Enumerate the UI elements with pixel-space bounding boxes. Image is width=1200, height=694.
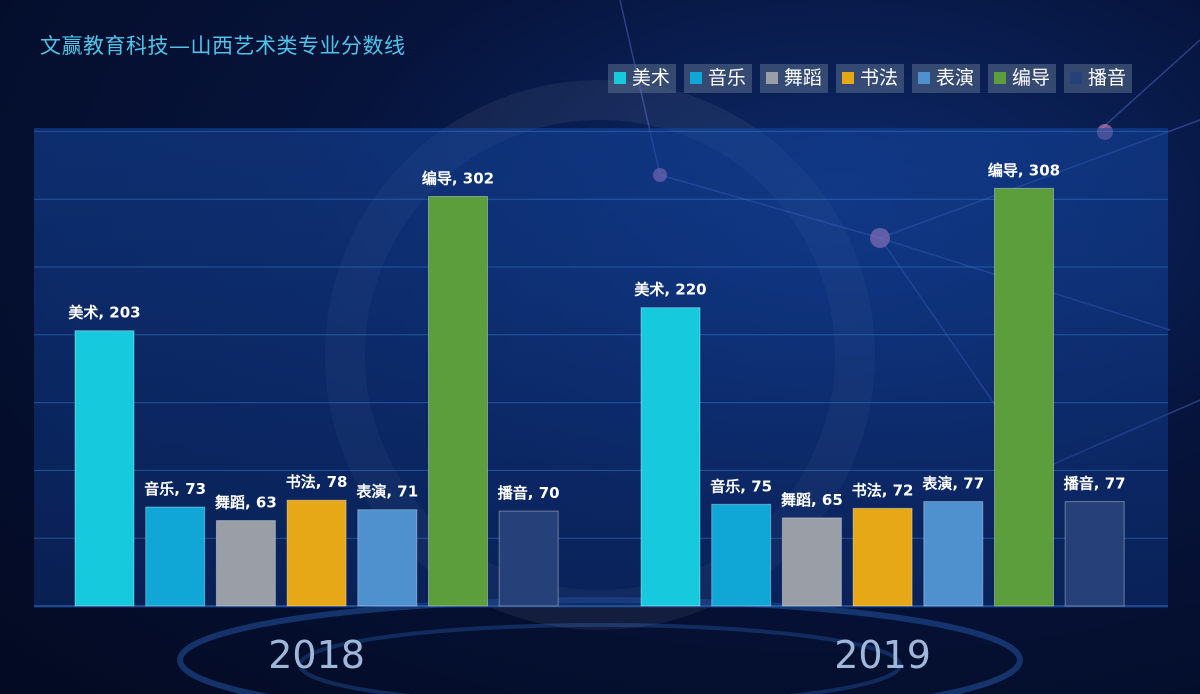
bar-data-label: 书法, 78: [286, 473, 348, 491]
bar-data-label: 音乐, 73: [144, 480, 206, 498]
bar-data-label: 编导, 308: [988, 161, 1060, 179]
bar-data-label: 音乐, 75: [710, 477, 772, 495]
bar[interactable]: [711, 503, 772, 607]
bar[interactable]: [428, 195, 488, 607]
bar-data-label: 表演, 71: [356, 483, 418, 501]
legend-label: 书法: [859, 67, 898, 89]
legend-swatch: [841, 72, 854, 84]
legend-swatch: [689, 72, 702, 84]
bar-data-label: 表演, 77: [922, 475, 984, 493]
legend-item[interactable]: 书法: [835, 64, 904, 93]
bar-data-label: 舞蹈, 63: [215, 494, 277, 512]
bar[interactable]: [215, 520, 276, 607]
bar[interactable]: [640, 307, 701, 607]
bar[interactable]: [145, 506, 206, 607]
bar-data-label: 美术, 203: [68, 304, 140, 322]
chart-title: 文赢教育科技—山西艺术类专业分数线: [40, 34, 406, 58]
bar-data-label: 播音, 70: [498, 484, 560, 502]
bar-data-label: 编导, 302: [422, 169, 494, 187]
x-tick-label: 2018: [268, 633, 365, 677]
legend-label: 播音: [1087, 67, 1126, 89]
legend-label: 编导: [1011, 67, 1050, 89]
bar[interactable]: [74, 330, 135, 607]
bar[interactable]: [498, 510, 559, 607]
bar-data-label: 书法, 72: [852, 481, 914, 499]
grid-lines: [34, 130, 1168, 607]
legend-label: 表演: [935, 67, 974, 89]
bar[interactable]: [781, 517, 842, 607]
legend-swatch: [993, 72, 1006, 84]
chart-legend: 美术 音乐 舞蹈 书法 表演 编导 播音: [607, 64, 1132, 93]
x-tick-label: 2019: [834, 633, 931, 677]
legend-item[interactable]: 舞蹈: [759, 64, 828, 93]
bar[interactable]: [286, 499, 347, 607]
legend-item[interactable]: 编导: [987, 64, 1056, 93]
bar[interactable]: [994, 187, 1054, 607]
legend-item[interactable]: 美术: [607, 64, 676, 93]
legend-swatch: [917, 72, 930, 84]
bar[interactable]: [1064, 501, 1125, 607]
legend-label: 舞蹈: [783, 67, 822, 89]
legend-item[interactable]: 表演: [911, 64, 980, 93]
bar-data-label: 播音, 77: [1064, 475, 1126, 493]
legend-swatch: [1069, 72, 1082, 84]
legend-item[interactable]: 音乐: [683, 64, 752, 93]
bar-data-label: 舞蹈, 65: [781, 491, 843, 509]
legend-label: 美术: [631, 67, 670, 89]
legend-label: 音乐: [707, 67, 746, 89]
bar[interactable]: [923, 501, 984, 607]
legend-swatch: [613, 72, 626, 84]
legend-swatch: [765, 72, 778, 84]
legend-item[interactable]: 播音: [1063, 64, 1132, 93]
bar-data-label: 美术, 220: [634, 281, 706, 299]
bar[interactable]: [852, 507, 913, 607]
bar[interactable]: [357, 509, 418, 607]
